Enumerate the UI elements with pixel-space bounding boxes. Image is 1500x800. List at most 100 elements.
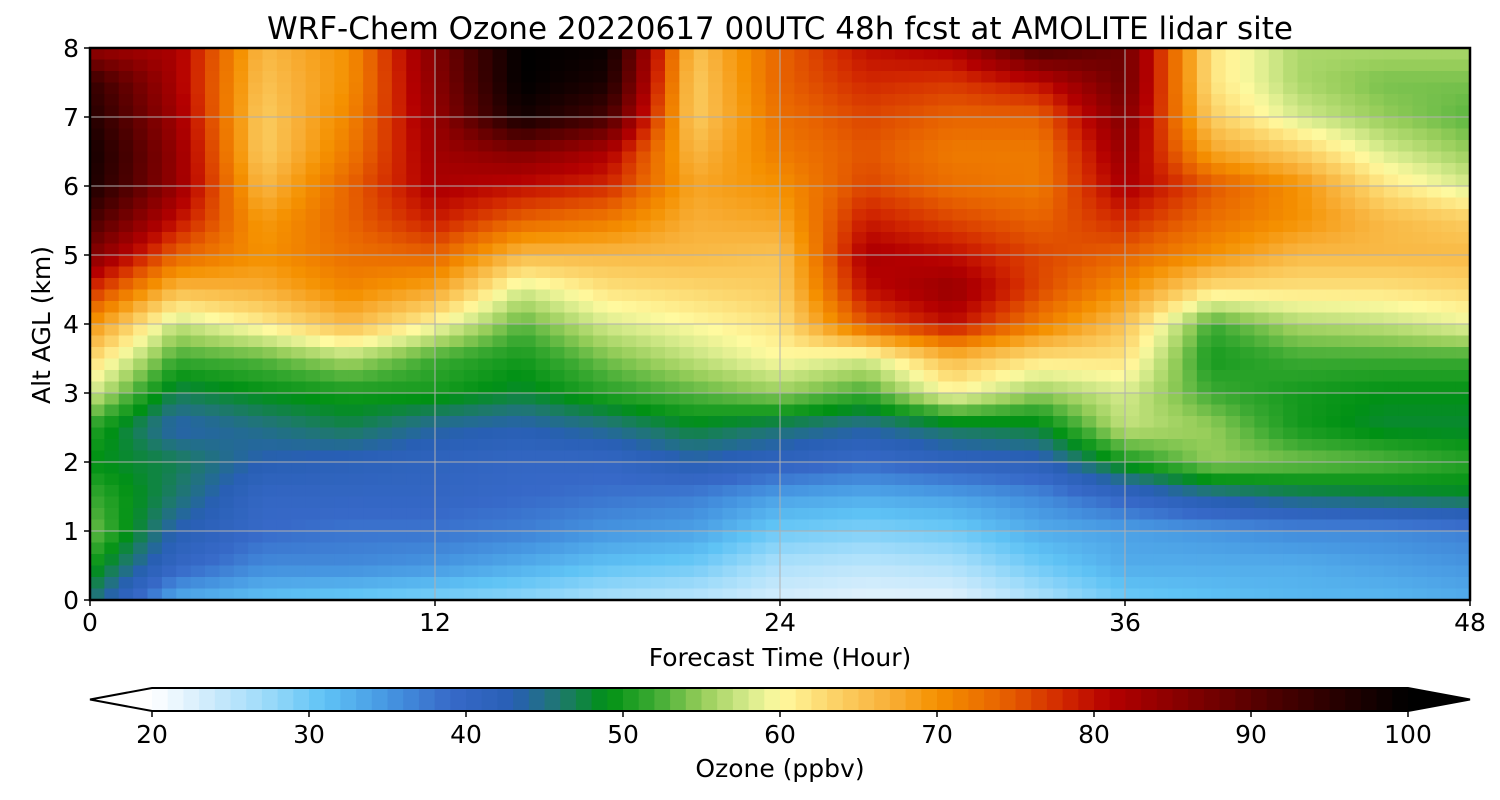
heatmap-cell xyxy=(1024,473,1040,486)
heatmap-cell xyxy=(1168,128,1184,141)
heatmap-cell xyxy=(866,519,882,532)
heatmap-cell xyxy=(118,197,134,210)
heatmap-cell xyxy=(765,266,781,279)
heatmap-cell xyxy=(1110,427,1126,440)
heatmap-cell xyxy=(621,404,637,417)
heatmap-cell xyxy=(851,209,867,222)
heatmap-cell xyxy=(578,94,594,107)
heatmap-cell xyxy=(205,94,220,107)
heatmap-cell xyxy=(693,565,709,578)
heatmap-cell xyxy=(1153,347,1169,360)
colorbar-segment xyxy=(1251,688,1268,711)
heatmap-cell xyxy=(995,324,1011,337)
heatmap-cell xyxy=(1211,140,1227,153)
heatmap-cell xyxy=(463,48,479,61)
heatmap-cell xyxy=(621,393,637,406)
heatmap-cell xyxy=(650,542,666,555)
heatmap-cell xyxy=(952,462,968,475)
heatmap-cell xyxy=(478,473,494,486)
heatmap-cell xyxy=(1254,485,1270,498)
heatmap-cell xyxy=(1268,59,1284,72)
heatmap-cell xyxy=(205,496,220,509)
heatmap-cell xyxy=(1010,94,1025,107)
heatmap-cell xyxy=(780,140,795,153)
heatmap-cell xyxy=(1355,266,1370,279)
heatmap-cell xyxy=(1283,105,1299,118)
heatmap-cell xyxy=(463,255,479,268)
heatmap-cell xyxy=(205,82,220,95)
heatmap-cell xyxy=(636,542,652,555)
heatmap-cell xyxy=(133,496,149,509)
heatmap-cell xyxy=(1053,485,1069,498)
heatmap-cell xyxy=(837,186,853,199)
heatmap-cell xyxy=(492,439,508,452)
heatmap-cell xyxy=(1441,163,1457,176)
heatmap-cell xyxy=(1024,462,1040,475)
heatmap-cell xyxy=(190,393,206,406)
heatmap-cell xyxy=(133,404,149,417)
heatmap-cell xyxy=(923,289,939,302)
heatmap-cell xyxy=(190,577,206,590)
heatmap-cell xyxy=(176,565,192,578)
heatmap-cell xyxy=(736,71,752,84)
heatmap-cell xyxy=(1369,220,1385,233)
heatmap-cell xyxy=(578,71,594,84)
heatmap-cell xyxy=(1398,508,1414,521)
heatmap-cell xyxy=(205,588,220,601)
heatmap-cell xyxy=(1326,427,1342,440)
heatmap-cell xyxy=(449,427,465,440)
heatmap-cell xyxy=(205,105,220,118)
heatmap-cell xyxy=(334,186,350,199)
heatmap-cell xyxy=(449,416,465,429)
heatmap-cell xyxy=(938,94,954,107)
heatmap-cell xyxy=(463,519,479,532)
colorbar-segment xyxy=(497,688,514,711)
heatmap-cell xyxy=(291,140,307,153)
heatmap-cell xyxy=(837,565,853,578)
heatmap-cell xyxy=(1168,427,1184,440)
heatmap-cell xyxy=(679,289,695,302)
heatmap-cell xyxy=(406,393,422,406)
heatmap-cell xyxy=(564,508,580,521)
heatmap-cell xyxy=(219,347,235,360)
heatmap-cell xyxy=(621,128,637,141)
heatmap-cell xyxy=(1283,542,1299,555)
heatmap-cell xyxy=(736,312,752,325)
heatmap-cell xyxy=(276,301,292,314)
heatmap-cell xyxy=(636,427,652,440)
heatmap-cell xyxy=(1383,393,1399,406)
heatmap-cell xyxy=(248,324,264,337)
heatmap-cell xyxy=(708,82,724,95)
heatmap-cell xyxy=(952,496,968,509)
heatmap-cell xyxy=(176,416,192,429)
heatmap-cell xyxy=(1297,404,1313,417)
heatmap-cell xyxy=(1196,117,1212,130)
heatmap-cell xyxy=(981,94,997,107)
heatmap-cell xyxy=(1283,220,1299,233)
heatmap-cell xyxy=(1182,48,1198,61)
heatmap-cell xyxy=(722,358,738,371)
heatmap-cell xyxy=(420,473,436,486)
heatmap-cell xyxy=(1125,565,1140,578)
heatmap-cell xyxy=(1081,71,1097,84)
heatmap-cell xyxy=(521,473,537,486)
heatmap-cell xyxy=(1268,324,1284,337)
heatmap-cell xyxy=(808,335,824,348)
heatmap-cell xyxy=(1038,82,1054,95)
heatmap-cell xyxy=(1398,358,1414,371)
heatmap-cell xyxy=(1010,324,1025,337)
heatmap-cell xyxy=(1311,163,1327,176)
heatmap-cell xyxy=(1010,232,1025,245)
heatmap-cell xyxy=(147,71,163,84)
heatmap-cell xyxy=(118,186,134,199)
heatmap-cell xyxy=(363,209,379,222)
heatmap-cell xyxy=(377,186,393,199)
heatmap-cell xyxy=(1196,370,1212,383)
heatmap-cell xyxy=(1182,416,1198,429)
heatmap-cell xyxy=(334,508,350,521)
heatmap-cell xyxy=(1053,255,1069,268)
heatmap-cell xyxy=(1412,255,1428,268)
heatmap-cell xyxy=(1038,140,1054,153)
heatmap-cell xyxy=(1096,427,1112,440)
heatmap-cell xyxy=(248,312,264,325)
